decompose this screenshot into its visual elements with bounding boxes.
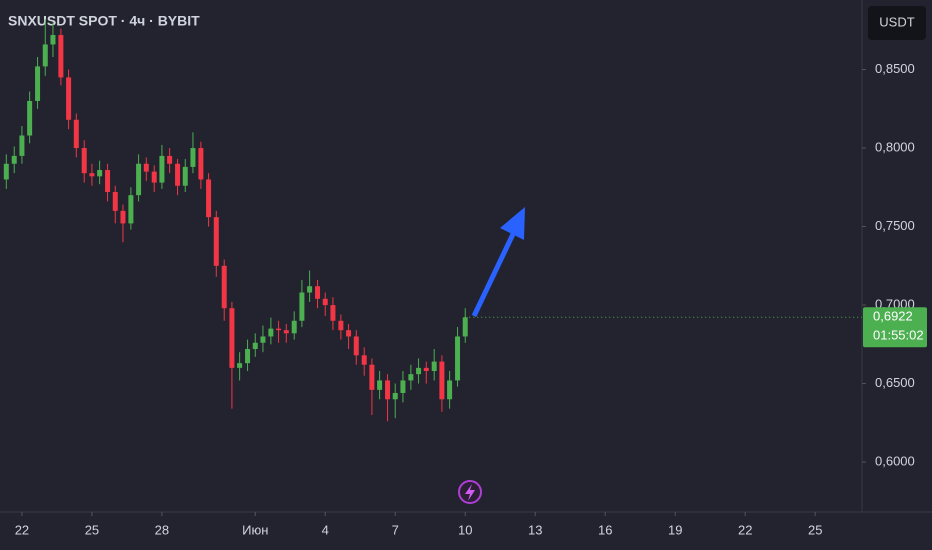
candle-body <box>400 380 406 393</box>
x-tick-label: 10 <box>458 522 472 537</box>
candle-body <box>385 380 391 400</box>
arrow-shaft <box>471 230 517 318</box>
candle-body <box>35 66 41 101</box>
x-tick-label: 13 <box>528 522 542 537</box>
candle-body <box>268 328 274 337</box>
arrow <box>471 207 525 318</box>
candle-body <box>112 192 118 211</box>
candle-body <box>190 148 196 167</box>
countdown: 01:55:02 <box>873 328 924 343</box>
candle-body <box>73 119 79 149</box>
candle-body <box>361 355 367 365</box>
arrow-head <box>500 207 525 240</box>
chart-title: SNXUSDT SPOT · 4ч · BYBIT <box>8 13 200 29</box>
candle-body <box>252 342 258 350</box>
last-price-tag <box>863 307 927 348</box>
candle-body <box>151 171 157 183</box>
candle-body <box>276 328 282 331</box>
candle-body <box>58 35 64 78</box>
candle-body <box>315 286 321 299</box>
x-tick-label: Июн <box>242 522 268 537</box>
candle-body <box>42 44 48 67</box>
x-tick-label: 4 <box>322 522 329 537</box>
candle-body <box>392 392 398 400</box>
candle-body <box>369 364 375 390</box>
candle-body <box>245 349 251 364</box>
candle-body <box>229 308 235 368</box>
candle-body <box>346 330 352 337</box>
y-tick-label: 0,7500 <box>875 218 915 233</box>
candle-body <box>120 210 126 224</box>
y-tick-label: 0,6500 <box>875 375 915 390</box>
candle-body <box>455 336 461 381</box>
candle-body <box>167 155 173 164</box>
candle-body <box>136 163 142 196</box>
x-tick-label: 7 <box>392 522 399 537</box>
lightning-icon[interactable] <box>458 480 482 504</box>
x-tick-label: 19 <box>668 522 682 537</box>
candle-body <box>19 135 25 156</box>
candle-body <box>408 374 414 381</box>
candle-body <box>431 361 437 372</box>
currency-button[interactable]: USDT <box>879 14 914 29</box>
currency-button-bg[interactable] <box>868 6 926 40</box>
candle-body <box>283 330 289 334</box>
x-tick-label: 22 <box>738 522 752 537</box>
icon-bolt[interactable] <box>465 484 475 501</box>
candle-body <box>307 286 313 293</box>
candle-body <box>213 217 219 266</box>
x-tick-label: 22 <box>15 522 29 537</box>
candle-body <box>353 336 359 356</box>
x-tick-label: 25 <box>85 522 99 537</box>
candle-body <box>291 320 297 334</box>
candle-body <box>447 380 453 400</box>
candle-body <box>462 317 468 337</box>
candle-body <box>97 170 103 177</box>
candle-body <box>299 292 305 321</box>
candle-body <box>128 195 134 224</box>
candle-body <box>338 320 344 331</box>
candle-body <box>159 155 165 183</box>
y-tick-label: 0,8500 <box>875 61 915 76</box>
candle-body <box>330 305 336 321</box>
candle-body <box>143 163 149 172</box>
x-tick-label: 25 <box>808 522 822 537</box>
candle-body <box>423 367 429 372</box>
candle-body <box>175 163 181 186</box>
candle-body <box>439 361 445 400</box>
candle-body <box>105 170 111 193</box>
candle-body <box>11 155 17 164</box>
candle-body <box>377 380 383 390</box>
candle-body <box>27 100 33 136</box>
candle-body <box>416 367 422 375</box>
candle-body <box>89 173 95 177</box>
candle-body <box>206 179 212 218</box>
candle-body <box>260 336 266 343</box>
y-tick-label: 0,6000 <box>875 454 915 469</box>
last-price-label: 0,6922 <box>873 309 913 324</box>
candle-body <box>66 77 72 120</box>
x-tick-label: 28 <box>155 522 169 537</box>
x-tick-label: 16 <box>598 522 612 537</box>
candle-body <box>81 148 87 174</box>
candle-body <box>237 363 243 368</box>
candle-body <box>182 166 188 186</box>
candle-body <box>50 35 56 45</box>
y-tick-label: 0,8000 <box>875 139 915 154</box>
candle-body <box>198 148 204 180</box>
candle-body <box>221 265 227 309</box>
candle-body <box>3 163 9 180</box>
candle-body <box>322 298 328 306</box>
